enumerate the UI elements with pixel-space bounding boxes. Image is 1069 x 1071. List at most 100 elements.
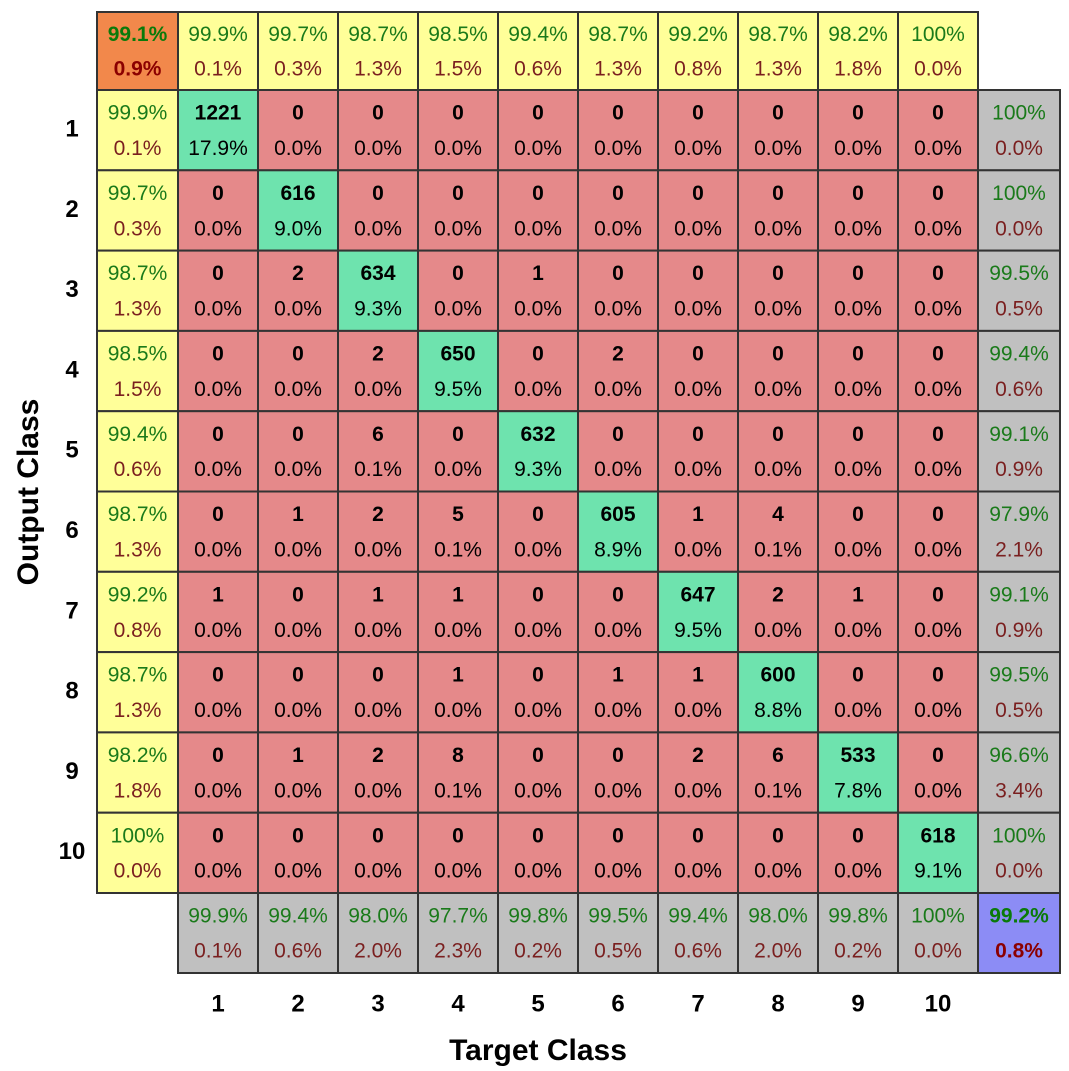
matrix-cell [337,169,419,252]
right-summary-cell-top: 100% [992,824,1046,847]
left-summary-cell-bottom: 1.5% [114,378,162,401]
bottom-summary-cell-bottom: 0.6% [674,940,722,963]
top-summary-cell-top: 98.2% [828,23,888,46]
left-summary-cell [96,570,179,654]
top-summary-cell-top: 99.7% [268,23,328,46]
bottom-summary-cell-top: 99.4% [268,905,328,928]
bottom-summary-cell [577,892,659,974]
cell-count: 0 [532,664,544,687]
cell-count: 0 [532,824,544,847]
matrix-cell [897,169,979,252]
cell-count: 0 [852,664,864,687]
matrix-cell [497,731,579,814]
cell-percent: 0.0% [754,217,802,240]
bottom-summary-cell [337,892,419,974]
cell-percent: 0.0% [274,458,322,481]
cell-count: 0 [212,503,224,526]
cell-percent: 9.5% [674,619,722,642]
right-summary-cell [977,570,1061,654]
matrix-cell [177,731,259,814]
bottom-summary-cell [817,892,899,974]
corner-cell [977,892,1061,974]
cell-percent: 0.1% [354,458,402,481]
left-summary-cell-top: 100% [111,824,165,847]
matrix-cell [497,410,579,493]
matrix-cell [897,570,979,654]
top-summary-cell-bottom: 0.3% [274,57,322,80]
right-summary-cell-bottom: 3.4% [995,779,1043,802]
cell-percent: 0.1% [434,779,482,802]
cell-percent: 8.9% [594,538,642,561]
matrix-cell [417,731,499,814]
right-summary-cell-top: 99.5% [989,664,1049,687]
row-label: 7 [65,597,78,624]
left-summary-cell-top: 98.7% [108,262,168,285]
cell-count: 1 [292,744,304,767]
matrix-cell [817,169,899,252]
right-summary-cell-bottom: 0.9% [995,458,1043,481]
left-summary-cell-top: 98.7% [108,503,168,526]
top-summary-cell-bottom: 1.3% [754,57,802,80]
cell-count: 0 [932,664,944,687]
cell-percent: 0.0% [274,619,322,642]
cell-count: 0 [292,664,304,687]
cell-count: 0 [372,102,384,125]
cell-percent: 0.0% [594,137,642,160]
left-summary-cell-bottom: 0.1% [114,137,162,160]
cell-percent: 0.0% [194,378,242,401]
cell-percent: 0.0% [354,779,402,802]
matrix-cell [257,249,339,332]
cell-percent: 0.0% [514,137,562,160]
cell-count: 2 [372,503,384,526]
cell-percent: 0.0% [434,699,482,722]
cell-percent: 0.0% [354,137,402,160]
cell-count: 0 [292,824,304,847]
left-summary-cell-top: 99.4% [108,423,168,446]
cell-count: 8 [452,744,464,767]
cell-count: 6 [772,744,784,767]
matrix-cell [257,811,339,895]
cell-count: 533 [840,744,875,767]
cell-count: 0 [532,503,544,526]
left-summary-cell [96,811,179,895]
matrix-cell [177,570,259,654]
cell-count: 0 [612,824,624,847]
top-summary-cell-top: 98.7% [348,23,408,46]
cell-count: 0 [532,343,544,366]
cell-percent: 0.0% [194,779,242,802]
corner-cell-top: 99.1% [108,23,168,46]
cell-count: 0 [692,824,704,847]
cell-count: 0 [372,664,384,687]
cell-percent: 0.0% [674,137,722,160]
matrix-cell [737,651,819,734]
cell-count: 0 [532,182,544,205]
left-summary-cell [96,490,179,573]
cell-count: 0 [612,423,624,446]
cell-percent: 0.0% [354,860,402,883]
right-summary-cell-top: 100% [992,182,1046,205]
matrix-cell [257,169,339,252]
cell-count: 2 [612,343,624,366]
top-summary-cell [257,11,339,91]
top-summary-cell-bottom: 1.3% [354,57,402,80]
matrix-cell [737,169,819,252]
bottom-summary-cell-bottom: 0.5% [594,940,642,963]
cell-count: 1 [452,583,464,606]
row-label: 6 [65,517,78,544]
right-summary-cell-top: 100% [992,102,1046,125]
matrix-cell [897,731,979,814]
top-summary-cell-bottom: 0.8% [674,57,722,80]
matrix-cell [577,249,659,332]
matrix-cell [337,490,419,573]
matrix-cell [577,329,659,413]
cell-count: 0 [932,503,944,526]
left-summary-cell [96,329,179,413]
cell-count: 0 [772,343,784,366]
row-label: 4 [65,356,79,383]
matrix-cell [177,490,259,573]
cell-count: 1221 [195,102,242,125]
cell-percent: 0.0% [514,699,562,722]
cell-percent: 0.0% [914,458,962,481]
cell-count: 0 [612,583,624,606]
